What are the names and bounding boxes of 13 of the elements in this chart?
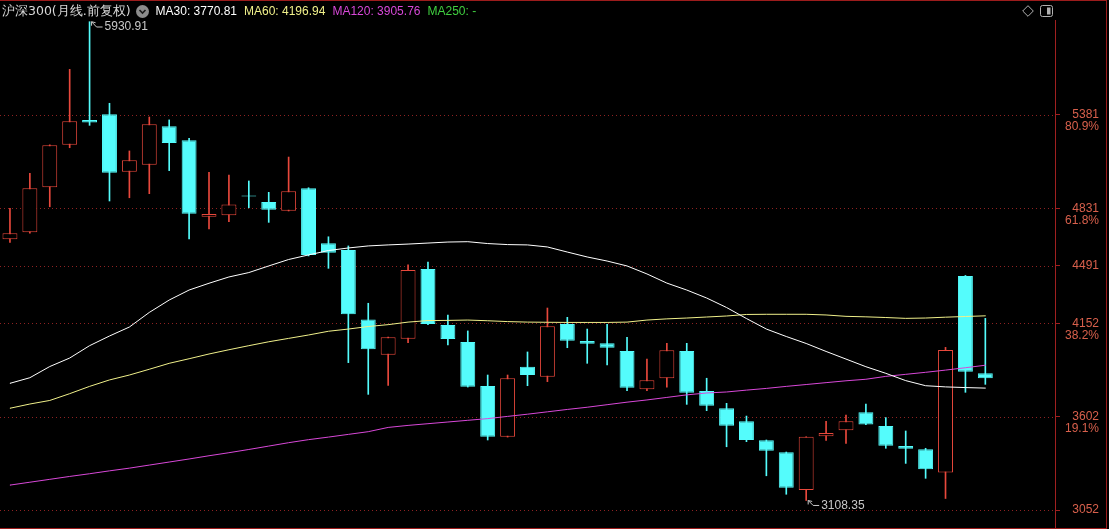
annotation: 5930.91 [104,19,149,34]
legend-label: MA250: - [427,4,477,18]
y-tick-label: 3602 19.1% [1064,409,1100,436]
chart-title: 沪深300(月线.前复权) [2,2,131,20]
text: MA120: 3905.76 [332,4,421,18]
text: MA60: 4196.94 [244,4,326,18]
y-tick-label: 4831 61.8% [1064,200,1100,227]
y-tick-label: 3052 [1072,502,1100,517]
y-tick-label: 5381 80.9% [1064,107,1100,134]
annotation: 3108.35 [821,497,865,512]
text: MA30: 3770.81 [155,4,237,18]
y-tick-label: 4152 38.2% [1064,315,1100,342]
y-tick-label: 4491 [1072,258,1100,273]
